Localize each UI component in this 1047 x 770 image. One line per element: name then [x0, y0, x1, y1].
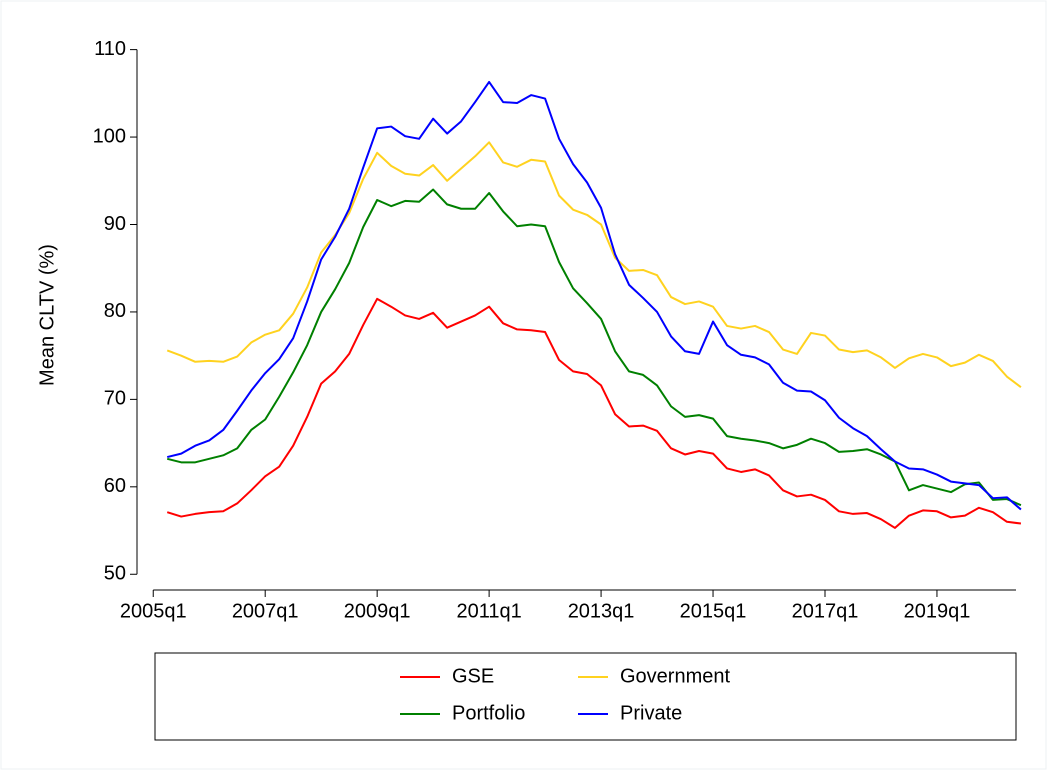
series-line: [166, 141, 1022, 388]
y-tick-label: 70: [104, 388, 126, 410]
y-tick-label: 60: [104, 475, 126, 497]
y-tick-label: 90: [104, 213, 126, 235]
x-tick-label: 2007q1: [232, 600, 299, 622]
legend-label: Portfolio: [452, 702, 525, 724]
legend-label: Private: [620, 702, 682, 724]
x-tick-label: 2011q1: [456, 600, 521, 622]
y-tick-label: 110: [94, 38, 126, 60]
x-tick-label: 2015q1: [680, 600, 747, 622]
series-line: [166, 297, 1022, 529]
x-tick-label: 2013q1: [568, 600, 635, 622]
legend-label: Government: [620, 665, 730, 687]
x-tick-label: 2019q1: [904, 600, 971, 622]
y-axis-title: Mean CLTV (%): [36, 244, 58, 386]
x-tick-label: 2005q1: [120, 600, 187, 622]
x-tick-label: 2009q1: [344, 600, 411, 622]
legend: [154, 652, 1017, 741]
y-tick-label: 80: [104, 300, 126, 322]
series-line: [166, 188, 1022, 507]
y-tick-label: 100: [93, 125, 126, 147]
y-tick-label: 50: [104, 563, 126, 585]
x-tick-label: 2017q1: [792, 600, 859, 622]
legend-label: GSE: [452, 665, 494, 687]
series-line: [166, 80, 1022, 511]
